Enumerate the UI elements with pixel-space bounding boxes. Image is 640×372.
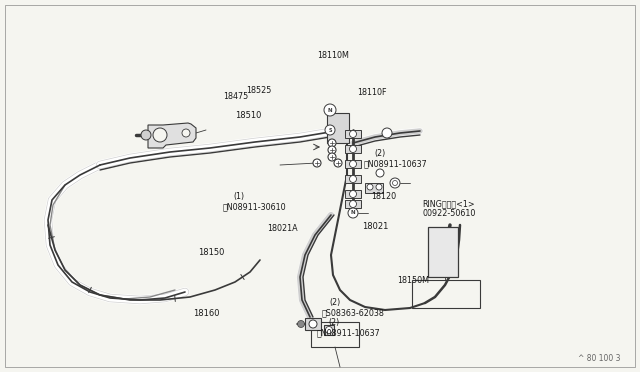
Text: (2): (2) — [328, 318, 340, 327]
Bar — [345, 190, 361, 198]
Text: N: N — [328, 108, 332, 112]
Circle shape — [324, 104, 336, 116]
Circle shape — [349, 176, 356, 183]
Circle shape — [298, 321, 305, 327]
Bar — [345, 160, 361, 168]
Text: (2): (2) — [330, 298, 341, 307]
Circle shape — [325, 125, 335, 135]
Circle shape — [349, 160, 356, 167]
Circle shape — [313, 159, 321, 167]
Circle shape — [349, 190, 356, 198]
Text: (2): (2) — [374, 149, 386, 158]
Circle shape — [376, 169, 384, 177]
Circle shape — [182, 129, 190, 137]
Text: 18110M: 18110M — [317, 51, 349, 60]
Bar — [412, 280, 480, 308]
Text: 18110F: 18110F — [357, 88, 387, 97]
Text: (1): (1) — [234, 192, 244, 201]
Text: 18475: 18475 — [223, 92, 248, 101]
Text: 00922-50610: 00922-50610 — [422, 209, 476, 218]
Circle shape — [334, 159, 342, 167]
FancyBboxPatch shape — [327, 113, 349, 143]
Text: 18021A: 18021A — [268, 224, 298, 233]
Circle shape — [153, 128, 167, 142]
Circle shape — [390, 178, 400, 188]
Text: 18120: 18120 — [371, 192, 396, 201]
Bar — [345, 175, 361, 183]
Circle shape — [392, 180, 397, 186]
Circle shape — [376, 184, 382, 190]
Circle shape — [328, 139, 336, 147]
Circle shape — [349, 201, 356, 208]
Text: 18160: 18160 — [193, 309, 220, 318]
Bar — [345, 145, 361, 153]
Text: 18525: 18525 — [246, 86, 272, 94]
Bar — [311, 322, 359, 347]
Text: 18150: 18150 — [198, 248, 225, 257]
Circle shape — [382, 128, 392, 138]
Circle shape — [349, 145, 356, 153]
Bar — [305, 318, 321, 330]
Bar — [365, 183, 383, 193]
Text: 18510: 18510 — [236, 111, 262, 120]
Text: ⓃN08911-10637: ⓃN08911-10637 — [317, 328, 381, 337]
Circle shape — [367, 184, 373, 190]
Text: ⓃN08911-10637: ⓃN08911-10637 — [364, 159, 428, 168]
Text: 18021: 18021 — [362, 222, 388, 231]
Text: ⓃN08911-30610: ⓃN08911-30610 — [223, 202, 286, 211]
Text: ⓈS08363-62038: ⓈS08363-62038 — [322, 308, 385, 317]
Text: S: S — [328, 128, 332, 132]
Text: ^ 80 100 3: ^ 80 100 3 — [577, 354, 620, 363]
Circle shape — [348, 208, 358, 218]
Circle shape — [141, 130, 151, 140]
FancyBboxPatch shape — [428, 227, 458, 277]
Bar — [324, 325, 334, 335]
Circle shape — [349, 131, 356, 138]
Text: 18150M: 18150M — [397, 276, 429, 285]
Text: N: N — [351, 211, 355, 215]
Circle shape — [309, 320, 317, 328]
Circle shape — [326, 327, 333, 334]
Bar — [345, 130, 361, 138]
Polygon shape — [148, 123, 196, 148]
Circle shape — [328, 153, 336, 161]
Circle shape — [328, 146, 336, 154]
Text: RINGリング<1>: RINGリング<1> — [422, 199, 475, 208]
Bar — [345, 200, 361, 208]
